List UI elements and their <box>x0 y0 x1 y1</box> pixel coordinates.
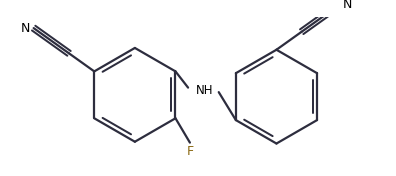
Text: NH: NH <box>196 84 213 97</box>
Text: F: F <box>187 145 194 158</box>
Text: N: N <box>343 0 352 11</box>
Text: N: N <box>21 22 30 35</box>
